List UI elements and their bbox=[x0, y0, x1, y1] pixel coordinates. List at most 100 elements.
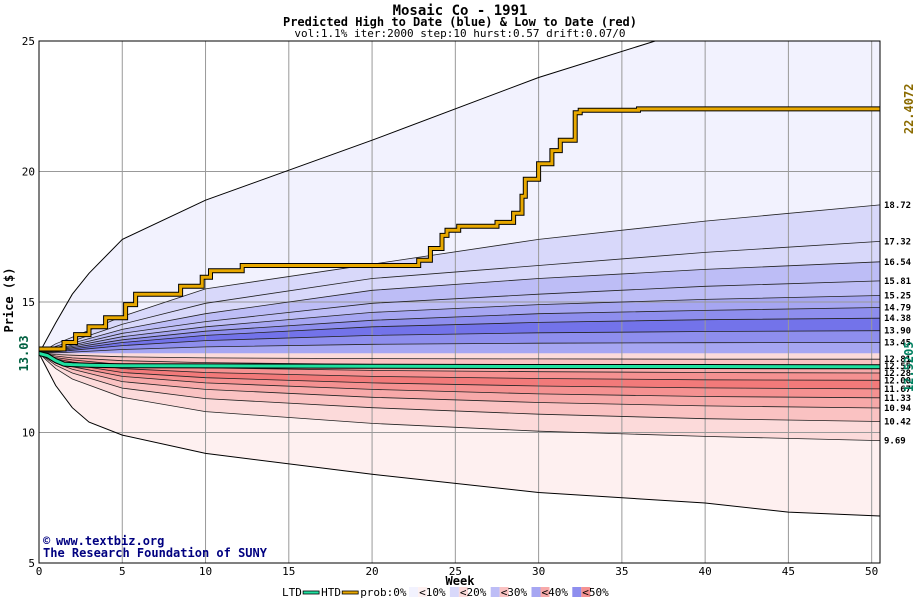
y-axis-label: Price ($) bbox=[2, 267, 16, 332]
quantile-end-label: 9.69 bbox=[884, 437, 906, 447]
legend-swatch-red bbox=[540, 587, 550, 597]
legend-swatch-red bbox=[418, 587, 428, 597]
band-low-3 bbox=[39, 353, 880, 381]
legend-line-ltd bbox=[302, 590, 320, 595]
legend-swatch-label: <50% bbox=[582, 586, 609, 599]
band-low-5 bbox=[39, 353, 880, 398]
quantile-line-high bbox=[39, 342, 880, 354]
end-low-label: 12.5205 bbox=[902, 341, 916, 392]
quantile-line-low bbox=[39, 353, 880, 441]
quantile-end-label: 16.54 bbox=[884, 258, 912, 268]
band-low-8 bbox=[39, 353, 880, 441]
quantile-end-label: 14.38 bbox=[884, 314, 911, 324]
legend: LTD HTD prob:0% <10% <20% <30% <40% <50% bbox=[282, 586, 609, 599]
x-tick-label: 35 bbox=[615, 565, 628, 578]
band-high-2 bbox=[39, 261, 880, 354]
quantile-end-label: 13.90 bbox=[884, 327, 911, 337]
band-high-4 bbox=[39, 295, 880, 354]
y-axis-ticks: 5 10 15 20 25 bbox=[22, 35, 35, 570]
quantile-line-high bbox=[39, 204, 880, 354]
band-high-6 bbox=[39, 318, 880, 354]
htd-line bbox=[39, 107, 880, 351]
x-tick-label: 25 bbox=[449, 565, 462, 578]
quantile-end-label: 15.81 bbox=[884, 277, 911, 287]
band-high-0 bbox=[39, 204, 880, 354]
x-tick-label: 0 bbox=[36, 565, 43, 578]
credit-org: The Research Foundation of SUNY bbox=[43, 546, 268, 560]
series-lines bbox=[38, 106, 881, 370]
band-high-7 bbox=[39, 330, 880, 354]
quantile-end-label: 12.28 bbox=[884, 369, 911, 379]
quantile-end-label: 12.00 bbox=[884, 376, 911, 386]
x-axis-ticks: 0 5 10 15 20 25 30 35 40 45 50 bbox=[36, 565, 879, 578]
quantile-end-label: 15.25 bbox=[884, 291, 911, 301]
x-tick-label: 10 bbox=[199, 565, 212, 578]
y-tick-label: 25 bbox=[22, 35, 35, 48]
y-tick-label: 5 bbox=[28, 557, 35, 570]
outer-high-line bbox=[39, 41, 656, 354]
legend-swatch-red bbox=[581, 587, 591, 597]
band-high-1 bbox=[39, 241, 880, 354]
legend-swatch-blue bbox=[531, 587, 541, 597]
legend-swatch-blue bbox=[449, 587, 459, 597]
quantile-line-high bbox=[39, 261, 880, 354]
quantile-end-label: 18.72 bbox=[884, 201, 911, 211]
ltd-line bbox=[38, 351, 881, 369]
legend-label-ltd: LTD bbox=[282, 586, 302, 599]
quantile-line-high bbox=[39, 241, 880, 354]
band-low-7 bbox=[39, 353, 880, 422]
band-low-6 bbox=[39, 353, 880, 408]
quantile-end-label: 12.55 bbox=[884, 362, 911, 372]
copyright-icon: © bbox=[43, 534, 51, 548]
legend-swatch-label: <20% bbox=[460, 586, 487, 599]
legend-swatch-label: <30% bbox=[501, 586, 528, 599]
quantile-line-low bbox=[39, 353, 880, 381]
legend-swatch-red bbox=[458, 587, 468, 597]
x-axis-label: Week bbox=[446, 574, 476, 588]
quantile-end-label: 12.81 bbox=[884, 355, 911, 365]
legend-swatch-blue bbox=[409, 587, 419, 597]
quantile-end-label: 10.42 bbox=[884, 418, 911, 428]
quantile-line-low bbox=[39, 353, 880, 422]
chart-params: vol:1.1% iter:2000 step:10 hurst:0.57 dr… bbox=[294, 27, 625, 40]
x-tick-label: 50 bbox=[865, 565, 878, 578]
legend-label-htd: HTD bbox=[321, 586, 341, 599]
quantile-end-label: 11.33 bbox=[884, 394, 911, 404]
quantile-end-label: 13.45 bbox=[884, 338, 911, 348]
x-tick-label: 15 bbox=[282, 565, 295, 578]
x-tick-label: 20 bbox=[365, 565, 378, 578]
start-price-label: 13.03 bbox=[17, 335, 31, 371]
y-tick-label: 10 bbox=[22, 427, 35, 440]
chart-subtitle: Predicted High to Date (blue) & Low to D… bbox=[283, 15, 637, 29]
legend-swatch-blue bbox=[490, 587, 500, 597]
credit-url[interactable]: www.textbiz.org bbox=[56, 534, 164, 548]
legend-prob-label: prob:0% bbox=[360, 586, 407, 599]
band-high-3 bbox=[39, 280, 880, 354]
quantile-end-label: 14.79 bbox=[884, 303, 911, 313]
legend-line-htd bbox=[341, 590, 359, 595]
legend-swatch-red bbox=[499, 587, 509, 597]
chart-title: Mosaic Co - 1991 bbox=[393, 3, 528, 19]
quantile-line-low bbox=[39, 353, 880, 360]
band-low-4 bbox=[39, 353, 880, 389]
x-tick-label: 5 bbox=[119, 565, 126, 578]
plot-frame bbox=[38, 40, 881, 564]
quantile-end-label: 10.94 bbox=[884, 404, 912, 414]
legend-swatch-label: <10% bbox=[419, 586, 446, 599]
band-high-8 bbox=[39, 342, 880, 354]
x-tick-label: 30 bbox=[532, 565, 545, 578]
legend-swatch-label: <40% bbox=[542, 586, 569, 599]
credit-block: © www.textbiz.org The Research Foundatio… bbox=[43, 534, 268, 560]
quantile-end-label: 17.32 bbox=[884, 237, 911, 247]
legend-swatch-blue bbox=[572, 587, 582, 597]
end-high-label: 22.4072 bbox=[902, 84, 916, 135]
x-tick-label: 45 bbox=[782, 565, 795, 578]
y-tick-label: 15 bbox=[22, 296, 35, 309]
outer-low-line bbox=[39, 353, 880, 517]
x-tick-label: 40 bbox=[699, 565, 712, 578]
quantile-end-label: 11.67 bbox=[884, 385, 911, 395]
band-high-5 bbox=[39, 307, 880, 354]
y-tick-label: 20 bbox=[22, 166, 35, 179]
